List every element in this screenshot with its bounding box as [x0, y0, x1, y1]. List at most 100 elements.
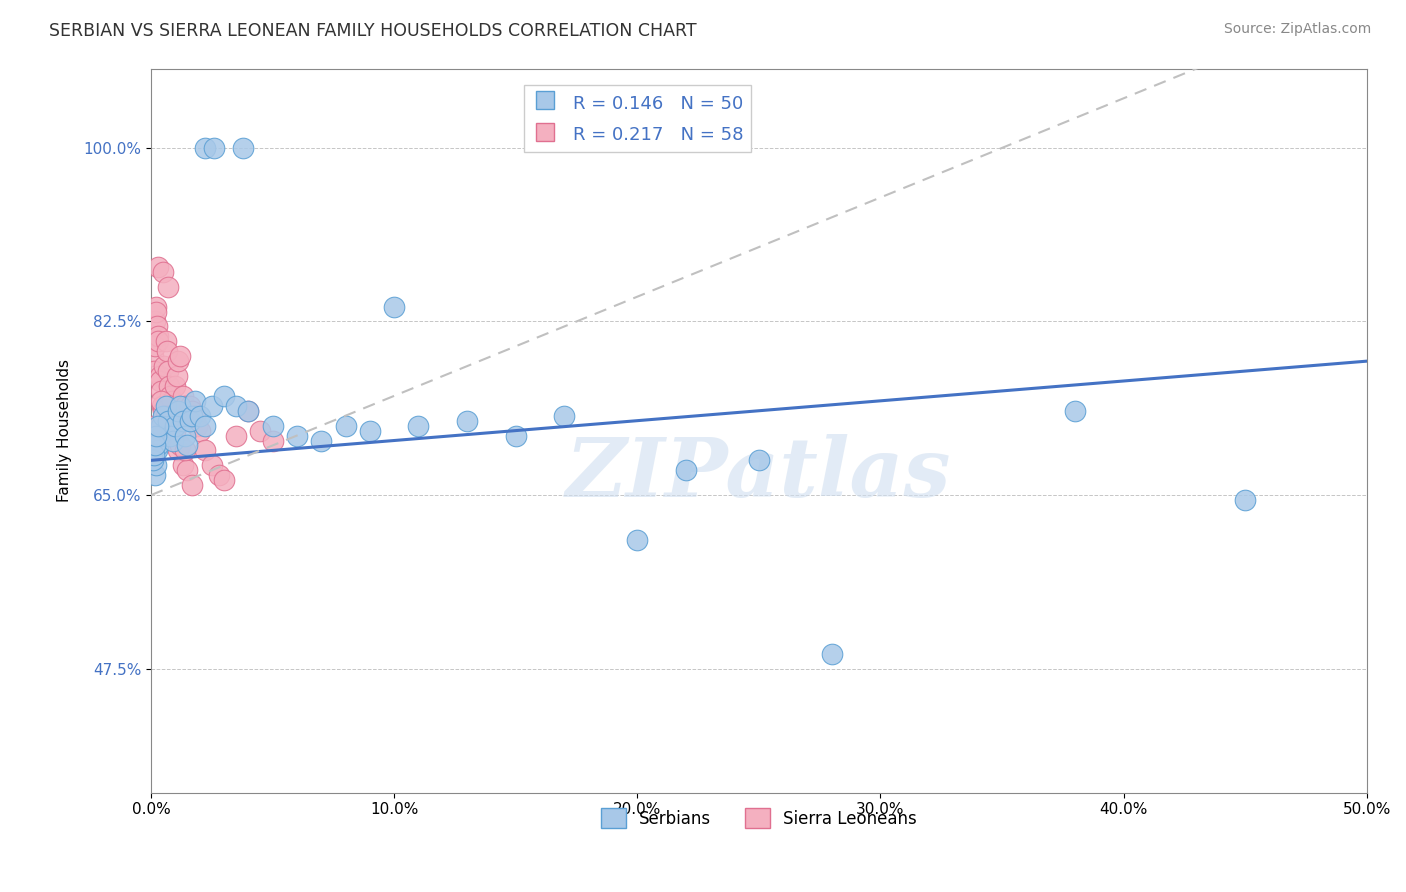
Point — [626, 533, 648, 547]
Point — [165, 379, 187, 393]
Point — [148, 428, 170, 442]
Point — [821, 647, 844, 661]
Point — [748, 453, 770, 467]
Text: ZIPatlas: ZIPatlas — [567, 434, 952, 514]
Point — [202, 141, 225, 155]
Text: Source: ZipAtlas.com: Source: ZipAtlas.com — [1223, 22, 1371, 37]
Point — [145, 428, 167, 442]
Point — [184, 393, 207, 408]
Point — [155, 399, 177, 413]
Point — [166, 443, 188, 458]
Point — [675, 463, 697, 477]
Point — [201, 458, 224, 473]
Point — [176, 409, 198, 423]
Point — [146, 329, 169, 343]
Point — [249, 424, 271, 438]
Point — [146, 418, 169, 433]
Point — [1234, 493, 1257, 508]
Point — [150, 399, 173, 413]
Point — [174, 443, 197, 458]
Point — [193, 141, 215, 155]
Point — [153, 359, 176, 373]
Point — [201, 399, 224, 413]
Point — [179, 399, 201, 413]
Point — [166, 403, 188, 417]
Point — [181, 403, 204, 417]
Point — [165, 424, 187, 438]
Point — [174, 399, 197, 413]
Point — [553, 409, 575, 423]
Point — [166, 369, 188, 384]
Point — [157, 414, 180, 428]
Point — [148, 369, 170, 384]
Point — [146, 319, 169, 334]
Point — [145, 438, 167, 452]
Point — [149, 418, 172, 433]
Point — [162, 434, 184, 448]
Point — [359, 424, 381, 438]
Point — [145, 304, 167, 318]
Point — [162, 434, 184, 448]
Point — [382, 300, 405, 314]
Point — [285, 428, 308, 442]
Point — [176, 463, 198, 477]
Point — [335, 418, 357, 433]
Point — [155, 334, 177, 349]
Point — [148, 334, 170, 349]
Point — [159, 428, 181, 442]
Point — [148, 260, 170, 274]
Point — [181, 478, 204, 492]
Point — [166, 354, 188, 368]
Point — [193, 443, 215, 458]
Point — [159, 389, 181, 403]
Point — [157, 379, 180, 393]
Point — [232, 141, 254, 155]
Point — [152, 403, 174, 417]
Point — [188, 409, 211, 423]
Point — [172, 414, 194, 428]
Point — [456, 414, 478, 428]
Point — [1064, 403, 1087, 417]
Point — [165, 418, 187, 433]
Point — [172, 458, 194, 473]
Point — [179, 414, 201, 428]
Point — [145, 314, 167, 328]
Point — [505, 428, 527, 442]
Point — [181, 409, 204, 423]
Point — [145, 458, 167, 473]
Point — [142, 418, 165, 433]
Point — [212, 473, 235, 487]
Point — [142, 364, 165, 378]
Point — [176, 438, 198, 452]
Point — [155, 409, 177, 423]
Point — [142, 449, 165, 463]
Point — [172, 389, 194, 403]
Point — [184, 409, 207, 423]
Point — [408, 418, 430, 433]
Text: SERBIAN VS SIERRA LEONEAN FAMILY HOUSEHOLDS CORRELATION CHART: SERBIAN VS SIERRA LEONEAN FAMILY HOUSEHO… — [49, 22, 697, 40]
Point — [186, 418, 208, 433]
Point — [145, 300, 167, 314]
Point — [212, 389, 235, 403]
Point — [148, 438, 170, 452]
Point — [152, 265, 174, 279]
Point — [159, 418, 181, 433]
Point — [152, 409, 174, 423]
Point — [188, 424, 211, 438]
Point — [142, 349, 165, 363]
Point — [238, 403, 260, 417]
Point — [156, 344, 179, 359]
Point — [149, 374, 172, 388]
Point — [262, 418, 284, 433]
Point — [157, 364, 180, 378]
Point — [225, 399, 247, 413]
Point — [169, 349, 191, 363]
Point — [169, 438, 191, 452]
Point — [163, 414, 186, 428]
Point — [157, 279, 180, 293]
Point — [160, 393, 183, 408]
Point — [174, 428, 197, 442]
Legend: Serbians, Sierra Leoneans: Serbians, Sierra Leoneans — [595, 801, 924, 835]
Point — [169, 399, 191, 413]
Point — [208, 468, 231, 483]
